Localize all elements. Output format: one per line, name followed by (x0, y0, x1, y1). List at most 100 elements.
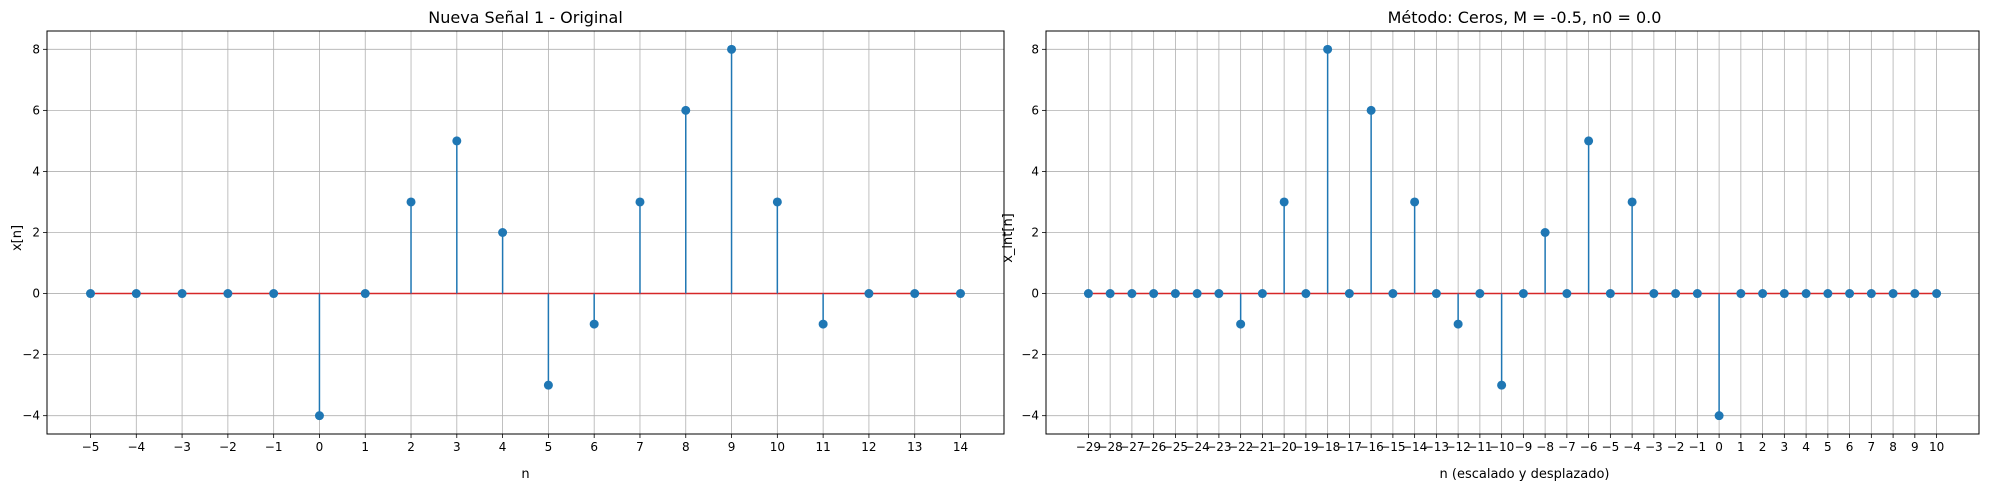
x-tick-label: 7 (636, 440, 644, 454)
stem-marker (406, 197, 416, 207)
y-tick-label: −4 (22, 409, 40, 423)
stem-marker (1758, 289, 1768, 299)
x-tick-label: 6 (1846, 440, 1854, 454)
x-tick-label: −23 (1206, 440, 1231, 454)
x-tick-label: −18 (1315, 440, 1340, 454)
y-tick-label: −2 (22, 348, 40, 362)
y-tick-label: 2 (32, 226, 40, 240)
stem-marker (1431, 289, 1441, 299)
stem-marker (269, 289, 279, 299)
right-stems (1083, 44, 1942, 421)
stem-marker (1518, 289, 1528, 299)
x-tick-label: −22 (1228, 440, 1253, 454)
x-tick-label: −6 (1580, 440, 1598, 454)
stem-marker (1714, 411, 1724, 421)
right-chart-ylabel: x_int[n] (1001, 213, 1016, 263)
stem-marker (1584, 136, 1594, 146)
x-tick-label: 0 (316, 440, 324, 454)
stem-marker (818, 319, 828, 329)
y-tick-label: 6 (32, 103, 40, 117)
stem-marker (86, 289, 95, 299)
x-tick-label: −5 (82, 440, 100, 454)
right-yticks: −4 −2 0 2 4 6 8 (1021, 42, 1046, 423)
left-chart-ylabel: x[n] (10, 225, 25, 251)
right-chart-title: Método: Ceros, M = -0.5, n0 = 0.0 (1388, 8, 1662, 27)
x-tick-label: −5 (1602, 440, 1620, 454)
stem-marker (681, 105, 691, 115)
x-tick-label: −4 (1623, 440, 1641, 454)
y-tick-label: 4 (32, 164, 40, 178)
x-tick-label: −19 (1293, 440, 1318, 454)
x-tick-label: 7 (1868, 440, 1876, 454)
stem-marker (1366, 105, 1376, 115)
x-tick-label: −3 (173, 440, 191, 454)
x-tick-label: −15 (1380, 440, 1405, 454)
y-tick-label: 0 (32, 287, 40, 301)
stem-marker (543, 380, 553, 390)
right-grid (1046, 31, 1979, 434)
stem-marker (1475, 289, 1485, 299)
x-tick-label: 1 (361, 440, 369, 454)
stem-marker (635, 197, 645, 207)
x-tick-label: −2 (219, 440, 237, 454)
left-grid (47, 31, 1004, 434)
stem-marker (1236, 319, 1246, 329)
x-tick-label: −29 (1076, 440, 1101, 454)
x-tick-label: 2 (407, 440, 415, 454)
stem-marker (1888, 289, 1898, 299)
x-tick-label: −2 (1667, 440, 1685, 454)
stem-marker (727, 44, 737, 54)
x-tick-label: −13 (1424, 440, 1449, 454)
left-xticks: −5 −4 −3 −2 −1 0 1 2 3 4 5 6 7 8 9 10 11 12 13 14 (82, 434, 968, 454)
x-tick-label: −28 (1097, 440, 1122, 454)
x-tick-label: 10 (770, 440, 785, 454)
left-chart-xlabel: n (521, 467, 529, 482)
x-tick-label: −20 (1271, 440, 1296, 454)
stem-marker (1323, 44, 1333, 54)
right-chart-xlabel: n (escalado y desplazado) (1440, 467, 1610, 482)
x-tick-label: 14 (953, 440, 968, 454)
x-tick-label: 8 (682, 440, 690, 454)
stem-marker (1257, 289, 1267, 299)
x-tick-label: −1 (265, 440, 283, 454)
stem-marker (1932, 289, 1942, 299)
stem-marker (1453, 319, 1463, 329)
x-tick-label: 1 (1737, 440, 1745, 454)
x-tick-label: −27 (1119, 440, 1144, 454)
left-stems (86, 44, 965, 421)
x-tick-label: −1 (1689, 440, 1707, 454)
stem-marker (1866, 289, 1876, 299)
right-chart-panel: Método: Ceros, M = -0.5, n0 = 0.0 n (esc… (1001, 8, 1980, 482)
stem-marker (1801, 289, 1811, 299)
stem-marker (1736, 289, 1746, 299)
x-tick-label: 9 (728, 440, 736, 454)
stem-marker (223, 289, 233, 299)
y-tick-label: −2 (1021, 348, 1039, 362)
x-tick-label: −26 (1141, 440, 1166, 454)
y-tick-label: 6 (1031, 103, 1039, 117)
stem-marker (1627, 197, 1637, 207)
stem-marker (1344, 289, 1354, 299)
x-tick-label: −16 (1358, 440, 1383, 454)
y-tick-label: 2 (1031, 226, 1039, 240)
stem-marker (1671, 289, 1681, 299)
x-tick-label: 11 (815, 440, 830, 454)
x-tick-label: −10 (1489, 440, 1514, 454)
x-tick-label: 4 (1802, 440, 1810, 454)
stem-marker (1692, 289, 1702, 299)
stem-marker (1301, 289, 1311, 299)
x-tick-label: 3 (1781, 440, 1789, 454)
stem-marker (1540, 228, 1550, 237)
stem-marker (1497, 380, 1507, 390)
x-tick-label: 4 (499, 440, 507, 454)
x-tick-label: 8 (1889, 440, 1897, 454)
x-tick-label: 0 (1715, 440, 1723, 454)
stem-marker (1910, 289, 1920, 299)
stem-marker (177, 289, 187, 299)
x-tick-label: −7 (1558, 440, 1576, 454)
x-tick-label: 6 (590, 440, 598, 454)
x-tick-label: −3 (1645, 440, 1663, 454)
x-tick-label: 2 (1759, 440, 1767, 454)
x-tick-label: −21 (1250, 440, 1275, 454)
y-tick-label: 0 (1031, 287, 1039, 301)
